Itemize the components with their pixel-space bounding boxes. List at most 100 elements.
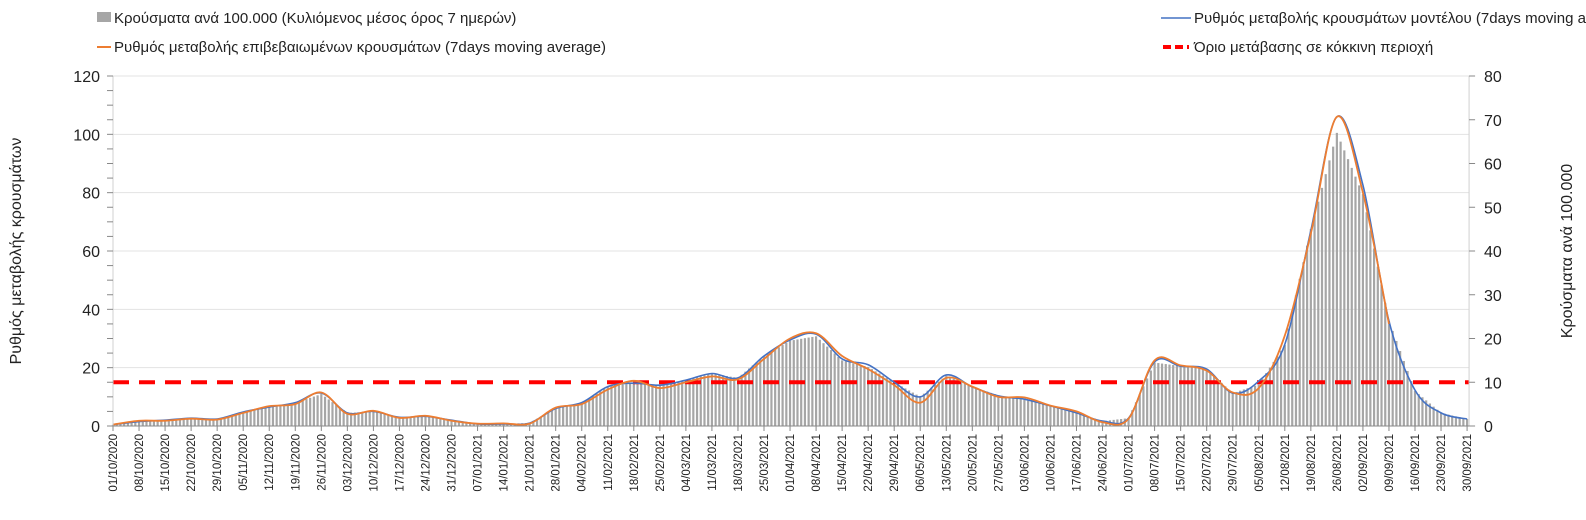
bar — [915, 394, 918, 426]
bar — [967, 385, 970, 426]
bar — [1451, 415, 1454, 426]
bar — [327, 399, 330, 426]
bar — [1201, 368, 1205, 426]
bar — [878, 373, 881, 426]
bar — [1067, 410, 1071, 426]
left-tick-label: 80 — [82, 186, 100, 203]
bar — [1239, 390, 1242, 426]
x-tick-label: 09/09/2021 — [1384, 434, 1396, 492]
bar — [848, 362, 851, 426]
bar — [1041, 404, 1045, 426]
bar — [565, 406, 568, 426]
bar — [811, 336, 814, 426]
bar — [1160, 363, 1164, 426]
bar — [1071, 411, 1074, 426]
bar — [264, 407, 267, 426]
bar — [558, 407, 561, 426]
bar — [342, 410, 345, 426]
right-tick-label: 70 — [1484, 113, 1502, 130]
bar — [405, 417, 408, 426]
bar — [937, 381, 940, 426]
legend-confirmed-label: Ρυθμός μεταβολής επιβεβαιωμένων κρουσμάτ… — [114, 39, 606, 56]
bar — [271, 406, 275, 426]
bar — [398, 417, 401, 426]
bar — [435, 418, 438, 426]
bar — [591, 395, 594, 426]
bar — [651, 384, 654, 426]
bar — [212, 418, 215, 426]
bar — [268, 407, 271, 426]
bar — [446, 419, 449, 426]
bar — [219, 418, 222, 426]
bar — [632, 383, 635, 426]
bar — [141, 421, 144, 426]
left-tick-label: 20 — [82, 361, 100, 378]
bar — [171, 419, 174, 426]
bar — [1391, 331, 1394, 426]
bar — [204, 418, 208, 426]
x-tick-label: 29/10/2020 — [212, 434, 224, 492]
bar — [662, 384, 665, 426]
bar — [349, 412, 353, 426]
bar — [1320, 187, 1324, 426]
bar — [294, 402, 297, 426]
bar — [881, 375, 885, 426]
bar — [781, 345, 784, 426]
bar — [710, 373, 714, 426]
bar — [331, 402, 334, 426]
bar — [301, 400, 304, 426]
bar — [748, 368, 751, 426]
bar — [1410, 381, 1413, 426]
bar — [863, 366, 866, 426]
bar — [807, 337, 810, 426]
bar — [1168, 364, 1171, 426]
x-tick-label: 01/07/2021 — [1124, 434, 1136, 492]
bar — [1443, 413, 1446, 426]
bar — [137, 421, 141, 426]
bar — [383, 414, 386, 426]
bar — [584, 400, 587, 426]
legend-bars-label: Κρούσματα ανά 100.000 (Κυλιόμενος μέσος … — [114, 10, 516, 27]
bar — [721, 375, 725, 426]
bar — [1413, 391, 1417, 426]
bar — [636, 383, 639, 426]
bar — [1358, 185, 1361, 426]
bar — [1291, 311, 1294, 426]
bar — [260, 408, 263, 426]
x-tick-label: 03/06/2021 — [1019, 434, 1031, 492]
x-tick-label: 22/07/2021 — [1202, 434, 1214, 492]
legend: Κρούσματα ανά 100.000 (Κυλιόμενος μέσος … — [97, 10, 1586, 56]
bar — [1306, 245, 1309, 426]
bar — [643, 384, 647, 426]
x-tick-label: 21/01/2021 — [525, 434, 537, 492]
x-tick-label: 07/01/2021 — [473, 434, 485, 492]
bar — [576, 403, 580, 426]
x-tick-label: 26/08/2021 — [1332, 434, 1344, 492]
right-tick-label: 20 — [1484, 332, 1502, 349]
bar — [1335, 132, 1338, 426]
bar — [1045, 405, 1048, 426]
bar — [837, 356, 840, 426]
bar — [1060, 408, 1063, 426]
x-tick-label: 29/07/2021 — [1228, 434, 1240, 492]
bar — [1402, 361, 1405, 426]
bar — [1175, 365, 1179, 426]
bar — [963, 383, 966, 426]
bar — [595, 393, 598, 426]
confirmed-line — [112, 115, 1390, 426]
bar — [242, 412, 245, 426]
bar — [1265, 373, 1268, 426]
bar — [904, 388, 907, 426]
bar — [1369, 230, 1372, 426]
bar — [1012, 397, 1015, 426]
bar — [442, 419, 446, 426]
bar — [740, 374, 743, 426]
bar — [1287, 328, 1290, 426]
bar — [1384, 302, 1387, 426]
bar — [152, 420, 156, 426]
bar — [1428, 403, 1431, 426]
bar — [1198, 368, 1201, 426]
bar — [1447, 414, 1450, 426]
bar — [297, 401, 301, 426]
bar — [647, 384, 650, 426]
